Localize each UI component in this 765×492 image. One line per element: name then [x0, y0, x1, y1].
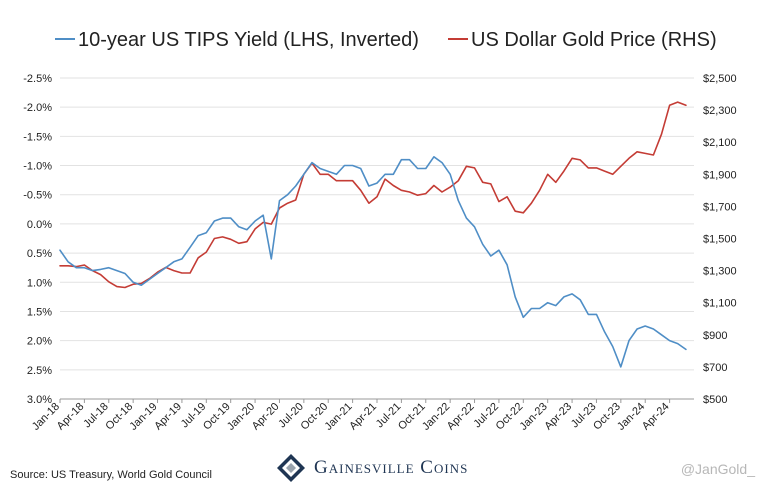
x-tick-label: Jan-19 — [127, 401, 159, 433]
right-tick-label: $1,100 — [703, 298, 737, 310]
gridlines — [60, 77, 694, 400]
left-tick-label: -2.5% — [23, 73, 52, 85]
x-tick-label: Jan-23 — [518, 401, 550, 433]
x-tick-label: Apr-21 — [347, 401, 379, 433]
right-tick-label: $2,500 — [703, 73, 737, 85]
x-tick-label: Apr-18 — [55, 401, 87, 433]
right-tick-label: $1,900 — [703, 169, 737, 181]
x-tick-label: Apr-23 — [542, 401, 574, 433]
left-tick-label: 1.5% — [27, 306, 52, 318]
right-tick-label: $700 — [703, 362, 727, 374]
left-tick-label: 0.0% — [27, 219, 52, 231]
x-tick-label: Jan-21 — [322, 401, 354, 433]
legend-label-gold: US Dollar Gold Price (RHS) — [471, 29, 717, 51]
series-lines — [59, 101, 687, 368]
right-tick-label: $2,300 — [703, 105, 737, 117]
gainesville-logo-icon — [277, 454, 305, 482]
left-tick-label: 3.0% — [27, 394, 52, 406]
left-tick-label: -1.0% — [23, 161, 52, 173]
x-tick-label: Apr-22 — [445, 401, 477, 433]
right-tick-label: $900 — [703, 330, 727, 342]
left-tick-label: 0.5% — [27, 248, 52, 260]
tips-yield-line — [59, 156, 687, 368]
brand-logo: Gainesville Coins — [276, 450, 468, 486]
brand-name: Gainesville Coins — [314, 457, 469, 478]
left-tick-label: -1.5% — [23, 131, 52, 143]
left-tick-label: 1.0% — [27, 277, 52, 289]
right-tick-label: $1,700 — [703, 201, 737, 213]
left-tick-label: 2.0% — [27, 336, 52, 348]
right-tick-label: $2,100 — [703, 137, 737, 149]
x-tick-label: Jan-20 — [225, 401, 257, 433]
x-tick-label: Apr-19 — [152, 401, 184, 433]
left-axis-ticks: -2.5% -2.0% -1.5% -1.0% -0.5% 0.0% 0.5% 1.0% 1.5… — [23, 73, 52, 406]
social-handle: @JanGold_ — [680, 461, 755, 477]
right-tick-label: $1,500 — [703, 234, 737, 246]
legend-label-tips: 10-year US TIPS Yield (LHS, Inverted) — [78, 29, 419, 51]
left-tick-label: -2.0% — [23, 102, 52, 114]
x-axis-ticks: Jan-18Apr-18Jul-18Oct-18Jan-19Apr-19Jul-… — [30, 399, 672, 433]
source-note: Source: US Treasury, World Gold Council — [10, 469, 212, 481]
left-tick-label: 2.5% — [27, 365, 52, 377]
x-tick-label: Jan-22 — [420, 401, 452, 433]
right-tick-label: $500 — [703, 394, 727, 406]
x-tick-label: Apr-24 — [640, 401, 672, 433]
right-tick-label: $1,300 — [703, 266, 737, 278]
x-tick-label: Apr-20 — [250, 401, 282, 433]
x-tick-label: Jan-24 — [615, 401, 647, 433]
left-tick-label: -0.5% — [23, 190, 52, 202]
right-axis-ticks: $2,500 $2,300 $2,100 $1,900 $1,700 $1,500 $1,3… — [703, 73, 737, 406]
legend: 10-year US TIPS Yield (LHS, Inverted) US… — [55, 29, 717, 51]
